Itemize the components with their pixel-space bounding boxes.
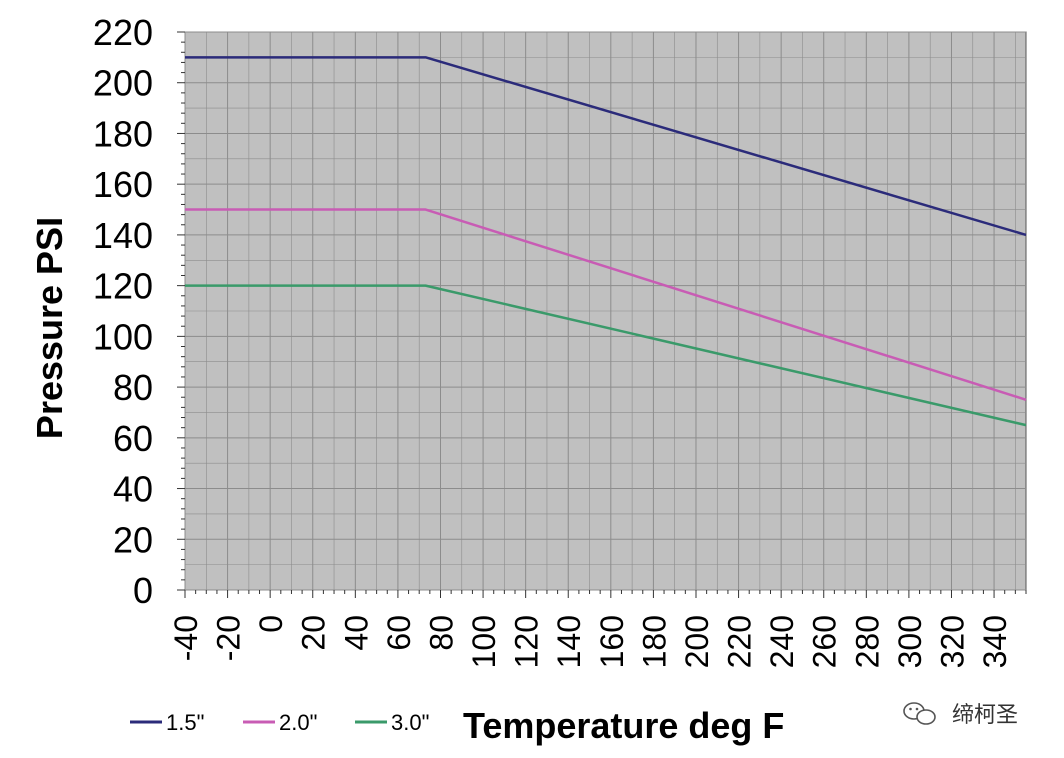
x-tick-label: 80 [423, 615, 459, 651]
x-tick-label: 140 [551, 615, 587, 668]
x-tick-label: 120 [509, 615, 545, 668]
y-tick-label: 40 [113, 469, 153, 510]
x-tick-label: 300 [892, 615, 928, 668]
legend: 1.5" 2.0" 3.0" [130, 710, 429, 735]
x-tick-label: 160 [594, 615, 630, 668]
legend-label: 1.5" [166, 710, 204, 735]
y-tick-label: 120 [93, 266, 153, 307]
x-tick-label: 180 [636, 615, 672, 668]
wechat-icon [903, 702, 936, 725]
legend-label: 2.0" [279, 710, 317, 735]
y-tick-label: 20 [113, 519, 153, 560]
x-tick-label: 0 [253, 615, 289, 633]
x-tick-label: -20 [211, 615, 247, 661]
y-tick-label: 180 [93, 113, 153, 154]
x-tick-label: 200 [679, 615, 715, 668]
y-tick-label: 160 [93, 164, 153, 205]
y-tick-label: 60 [113, 418, 153, 459]
series-line [185, 284, 1027, 427]
x-tick-label: 280 [849, 615, 885, 668]
y-tick-label: 200 [93, 63, 153, 104]
series-lines [185, 56, 1027, 427]
series-line [185, 208, 1027, 401]
y-axis-label: Pressure PSI [29, 217, 70, 439]
y-tick-label: 140 [93, 215, 153, 256]
legend-label: 3.0" [391, 710, 429, 735]
x-tick-label: 240 [764, 615, 800, 668]
x-tick-label: 340 [977, 615, 1013, 668]
y-tick-label: 80 [113, 367, 153, 408]
x-tick-label: 220 [722, 615, 758, 668]
axis-ticks [177, 31, 1027, 598]
x-tick-label: 20 [296, 615, 332, 651]
series-line [185, 56, 1027, 237]
x-tick-label: 40 [338, 615, 374, 651]
x-axis-label: Temperature deg F [463, 705, 784, 746]
watermark: 缔柯圣 [903, 702, 1018, 728]
y-tick-labels: 0 20 40 60 80 100 120 140 160 180 200 220 [93, 12, 153, 611]
y-tick-label: 100 [93, 316, 153, 357]
x-tick-labels: -40 -20 0 20 40 60 80 100 120 140 160 180 200 220 240 2… [168, 615, 1013, 668]
x-tick-label: 320 [934, 615, 970, 668]
x-tick-label: 100 [466, 615, 502, 668]
y-tick-label: 0 [133, 570, 153, 611]
y-tick-label: 220 [93, 12, 153, 53]
grid [184, 31, 1026, 591]
watermark-text: 缔柯圣 [952, 703, 1018, 728]
x-tick-label: -40 [168, 615, 204, 661]
x-tick-label: 260 [807, 615, 843, 668]
x-tick-label: 60 [381, 615, 417, 651]
